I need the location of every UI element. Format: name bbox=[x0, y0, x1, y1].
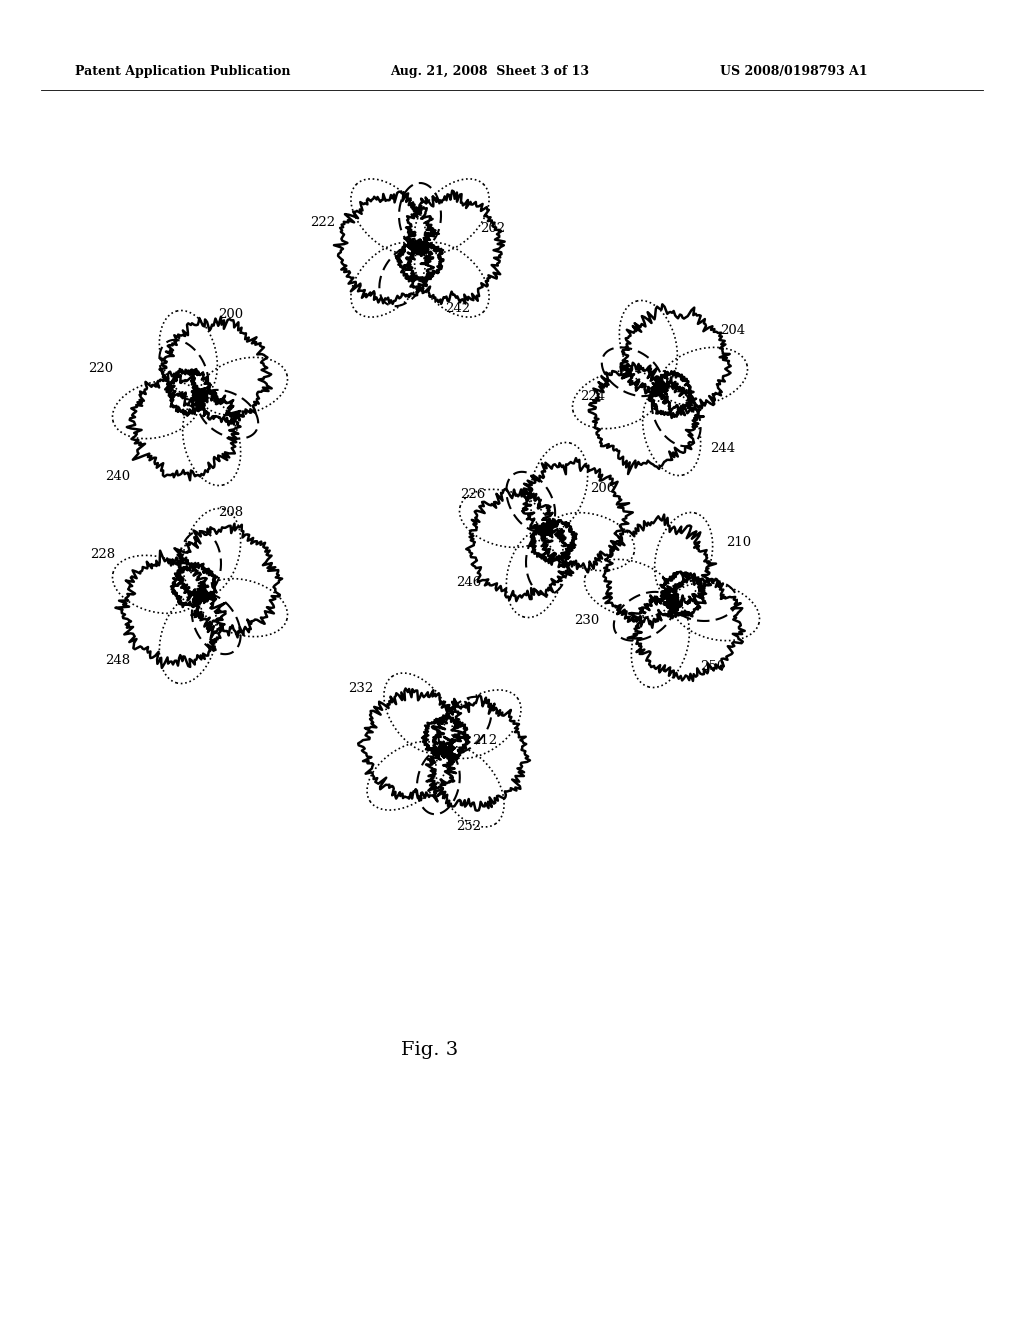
Text: 248: 248 bbox=[105, 653, 130, 667]
Text: 206: 206 bbox=[590, 482, 615, 495]
Text: 232: 232 bbox=[348, 681, 374, 694]
Text: 230: 230 bbox=[574, 614, 599, 627]
Text: 242: 242 bbox=[445, 301, 470, 314]
Text: US 2008/0198793 A1: US 2008/0198793 A1 bbox=[720, 66, 867, 78]
Text: Aug. 21, 2008  Sheet 3 of 13: Aug. 21, 2008 Sheet 3 of 13 bbox=[390, 66, 589, 78]
Text: 246: 246 bbox=[456, 576, 481, 589]
Text: 244: 244 bbox=[710, 441, 735, 454]
Text: 228: 228 bbox=[90, 548, 115, 561]
Text: 226: 226 bbox=[460, 487, 485, 500]
Text: 224: 224 bbox=[580, 389, 605, 403]
Text: Patent Application Publication: Patent Application Publication bbox=[75, 66, 291, 78]
Text: Fig. 3: Fig. 3 bbox=[401, 1041, 459, 1059]
Text: 200: 200 bbox=[218, 308, 243, 321]
Text: 202: 202 bbox=[480, 222, 505, 235]
Text: 222: 222 bbox=[310, 215, 335, 228]
Text: 250: 250 bbox=[700, 660, 725, 672]
Text: 208: 208 bbox=[218, 506, 243, 519]
Text: 212: 212 bbox=[472, 734, 497, 747]
Text: 252: 252 bbox=[456, 820, 481, 833]
Text: 220: 220 bbox=[88, 362, 113, 375]
Text: 240: 240 bbox=[105, 470, 130, 483]
Text: 204: 204 bbox=[720, 323, 745, 337]
Text: 210: 210 bbox=[726, 536, 752, 549]
